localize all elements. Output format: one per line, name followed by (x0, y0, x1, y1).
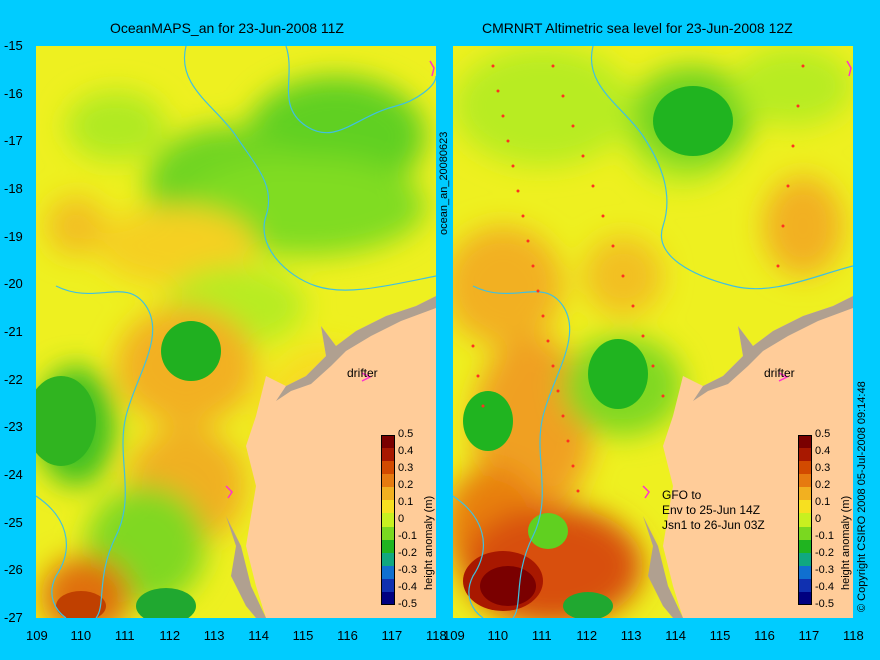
colorbar-segment (798, 448, 812, 462)
left-map-title: OceanMAPS_an for 23-Jun-2008 11Z (110, 20, 344, 36)
colorbar-segment (381, 565, 395, 580)
colorbar-segment (798, 578, 812, 593)
colorbar-segment (381, 435, 395, 449)
colorbar-frame (798, 435, 812, 605)
left-colorbar-title: height anomaly (m) (423, 495, 435, 590)
colorbar-segment (798, 461, 812, 475)
colorbar-segment (381, 448, 395, 462)
colorbar-segment (381, 591, 395, 606)
y-tick-label: -26 (4, 562, 23, 578)
colorbar-label: -0.1 (815, 530, 834, 542)
x-tick-label: 115 (709, 628, 731, 643)
colorbar-segment (798, 591, 812, 606)
x-tick-label: 117 (798, 628, 820, 643)
right-map-panel (453, 46, 853, 618)
y-tick-label: -20 (4, 276, 23, 292)
colorbar-segment (798, 474, 812, 488)
copyright-text: © Copyright CSIRO 2008 05-Jul-2008 09:14… (856, 381, 868, 612)
note-line-3: Jsn1 to 26-Jun 03Z (662, 518, 765, 532)
x-tick-label: 117 (381, 628, 403, 643)
x-tick-label: 114 (665, 628, 686, 643)
y-tick-label: -19 (4, 228, 23, 244)
colorbar-segment (798, 526, 812, 541)
colorbar-label: -0.4 (815, 581, 834, 593)
colorbar-label: 0.4 (815, 445, 831, 457)
y-tick-label: -24 (4, 467, 23, 482)
colorbar-label: 0.3 (398, 462, 414, 474)
colorbar-segment (381, 539, 395, 554)
x-tick-label: 111 (531, 628, 552, 643)
colorbar-label: -0.5 (815, 598, 834, 610)
y-tick-label: -17 (4, 133, 23, 149)
colorbar-label: 0.4 (398, 445, 414, 457)
left-side-label: ocean_an_20080623 (438, 131, 450, 235)
colorbar-label: -0.4 (398, 581, 417, 593)
colorbar-segment (798, 500, 812, 514)
colorbar-label: 0.1 (815, 496, 831, 508)
colorbar-segment (798, 552, 812, 567)
y-tick-label: -16 (4, 85, 23, 101)
x-tick-label: 116 (754, 628, 775, 643)
colorbar-segment (381, 552, 395, 567)
x-tick-label: 109 (443, 628, 465, 643)
y-tick-label: -15 (4, 38, 23, 53)
colorbar-segment (381, 513, 395, 528)
colorbar-segment (798, 487, 812, 501)
right-colorbar-title: height anomaly (m) (840, 495, 852, 590)
x-tick-label: 110 (487, 628, 509, 643)
colorbar-segment (381, 578, 395, 593)
left-map-panel (36, 46, 436, 618)
left-drifter-label: drifter (347, 366, 378, 380)
satellite-note: GFO to Env to 25-Jun 14Z Jsn1 to 26-Jun … (662, 488, 765, 533)
note-line-1: GFO to (662, 488, 702, 502)
x-tick-label: 115 (292, 628, 314, 643)
x-tick-label: 114 (248, 628, 269, 643)
y-tick-label: -18 (4, 181, 23, 196)
y-tick-label: -27 (4, 610, 23, 625)
colorbar-frame (381, 435, 395, 605)
right-map-title: CMRNRT Altimetric sea level for 23-Jun-2… (482, 20, 793, 36)
x-tick-label: 113 (620, 628, 642, 643)
y-tick-label: -25 (4, 514, 23, 530)
colorbar-segment (381, 487, 395, 501)
colorbar-label: 0 (398, 513, 405, 525)
x-tick-label: 110 (70, 628, 92, 643)
colorbar-segment (381, 500, 395, 514)
colorbar-segment (381, 461, 395, 475)
note-line-2: Env to 25-Jun 14Z (662, 503, 761, 517)
x-tick-label: 111 (114, 628, 135, 643)
colorbar-segment (381, 526, 395, 541)
colorbar-label: 0.5 (815, 428, 831, 440)
colorbar-label: -0.3 (815, 564, 834, 576)
colorbar-label: 0.2 (398, 479, 414, 491)
colorbar-label: 0.2 (815, 479, 831, 491)
colorbar-label: 0 (815, 513, 822, 525)
colorbar-label: -0.1 (398, 530, 417, 542)
colorbar-segment (798, 435, 812, 449)
x-tick-label: 118 (426, 628, 447, 643)
y-tick-label: -22 (4, 371, 23, 387)
y-tick-label: -23 (4, 419, 23, 435)
colorbar-label: 0.5 (398, 428, 414, 440)
colorbar-segment (798, 539, 812, 554)
x-tick-label: 116 (337, 628, 358, 643)
colorbar-label: -0.2 (398, 547, 417, 559)
x-tick-label: 113 (203, 628, 225, 643)
x-tick-label: 112 (576, 628, 598, 643)
colorbar-segment (798, 513, 812, 528)
colorbar-label: -0.2 (815, 547, 834, 559)
y-tick-label: -21 (4, 324, 23, 339)
colorbar-label: 0.1 (398, 496, 414, 508)
x-tick-label: 109 (26, 628, 48, 643)
colorbar-segment (798, 565, 812, 580)
right-drifter-label: drifter (764, 366, 795, 380)
x-tick-label: 118 (843, 628, 864, 643)
colorbar-segment (381, 474, 395, 488)
colorbar-label: -0.3 (398, 564, 417, 576)
colorbar-label: 0.3 (815, 462, 831, 474)
colorbar-label: -0.5 (398, 598, 417, 610)
x-tick-label: 112 (159, 628, 181, 643)
